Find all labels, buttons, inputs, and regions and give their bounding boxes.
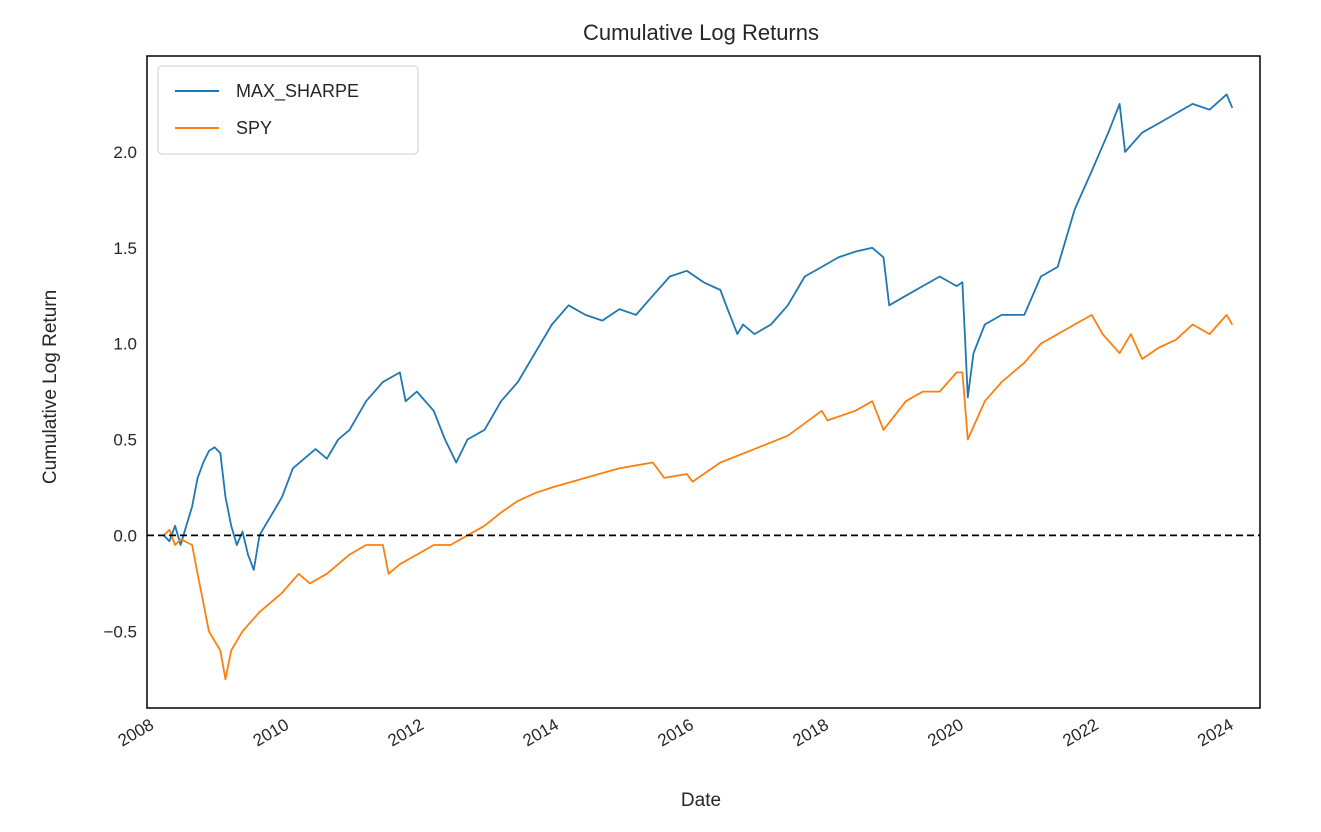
y-axis: −0.5 0.0 0.5 1.0 1.5 2.0 [103, 143, 137, 641]
legend-box [157, 65, 419, 155]
y-tick-label: 0.0 [113, 526, 137, 545]
legend-label-max-sharpe: MAX_SHARPE [236, 81, 359, 102]
y-tick-label: −0.5 [103, 622, 137, 641]
x-tick-label: 2010 [250, 715, 292, 750]
x-tick-label: 2008 [115, 715, 157, 750]
y-tick-label: 1.5 [113, 239, 137, 258]
x-tick-label: 2016 [655, 715, 697, 750]
y-tick-label: 1.0 [113, 335, 137, 354]
x-tick-label: 2012 [385, 715, 427, 750]
y-axis-label: Cumulative Log Return [40, 290, 61, 484]
legend: MAX_SHARPE SPY [157, 65, 419, 155]
x-tick-label: 2018 [790, 715, 832, 750]
series-line-spy [163, 314, 1234, 681]
series-layer [163, 93, 1234, 681]
x-tick-label: 2014 [520, 715, 562, 750]
x-axis-label: Date [681, 790, 721, 811]
x-tick-label: 2022 [1059, 715, 1101, 750]
x-tick-label: 2020 [924, 715, 966, 750]
plot-area-frame [146, 55, 1261, 709]
x-tick-label: 2024 [1194, 715, 1236, 750]
chart-title: Cumulative Log Returns [583, 20, 819, 45]
x-axis: 2008 2010 2012 2014 2016 2018 2020 2022 2024 [115, 715, 1237, 750]
legend-label-spy: SPY [236, 118, 272, 138]
series-line-max-sharpe [163, 93, 1234, 571]
y-tick-label: 0.5 [113, 431, 137, 450]
y-tick-label: 2.0 [113, 143, 137, 162]
